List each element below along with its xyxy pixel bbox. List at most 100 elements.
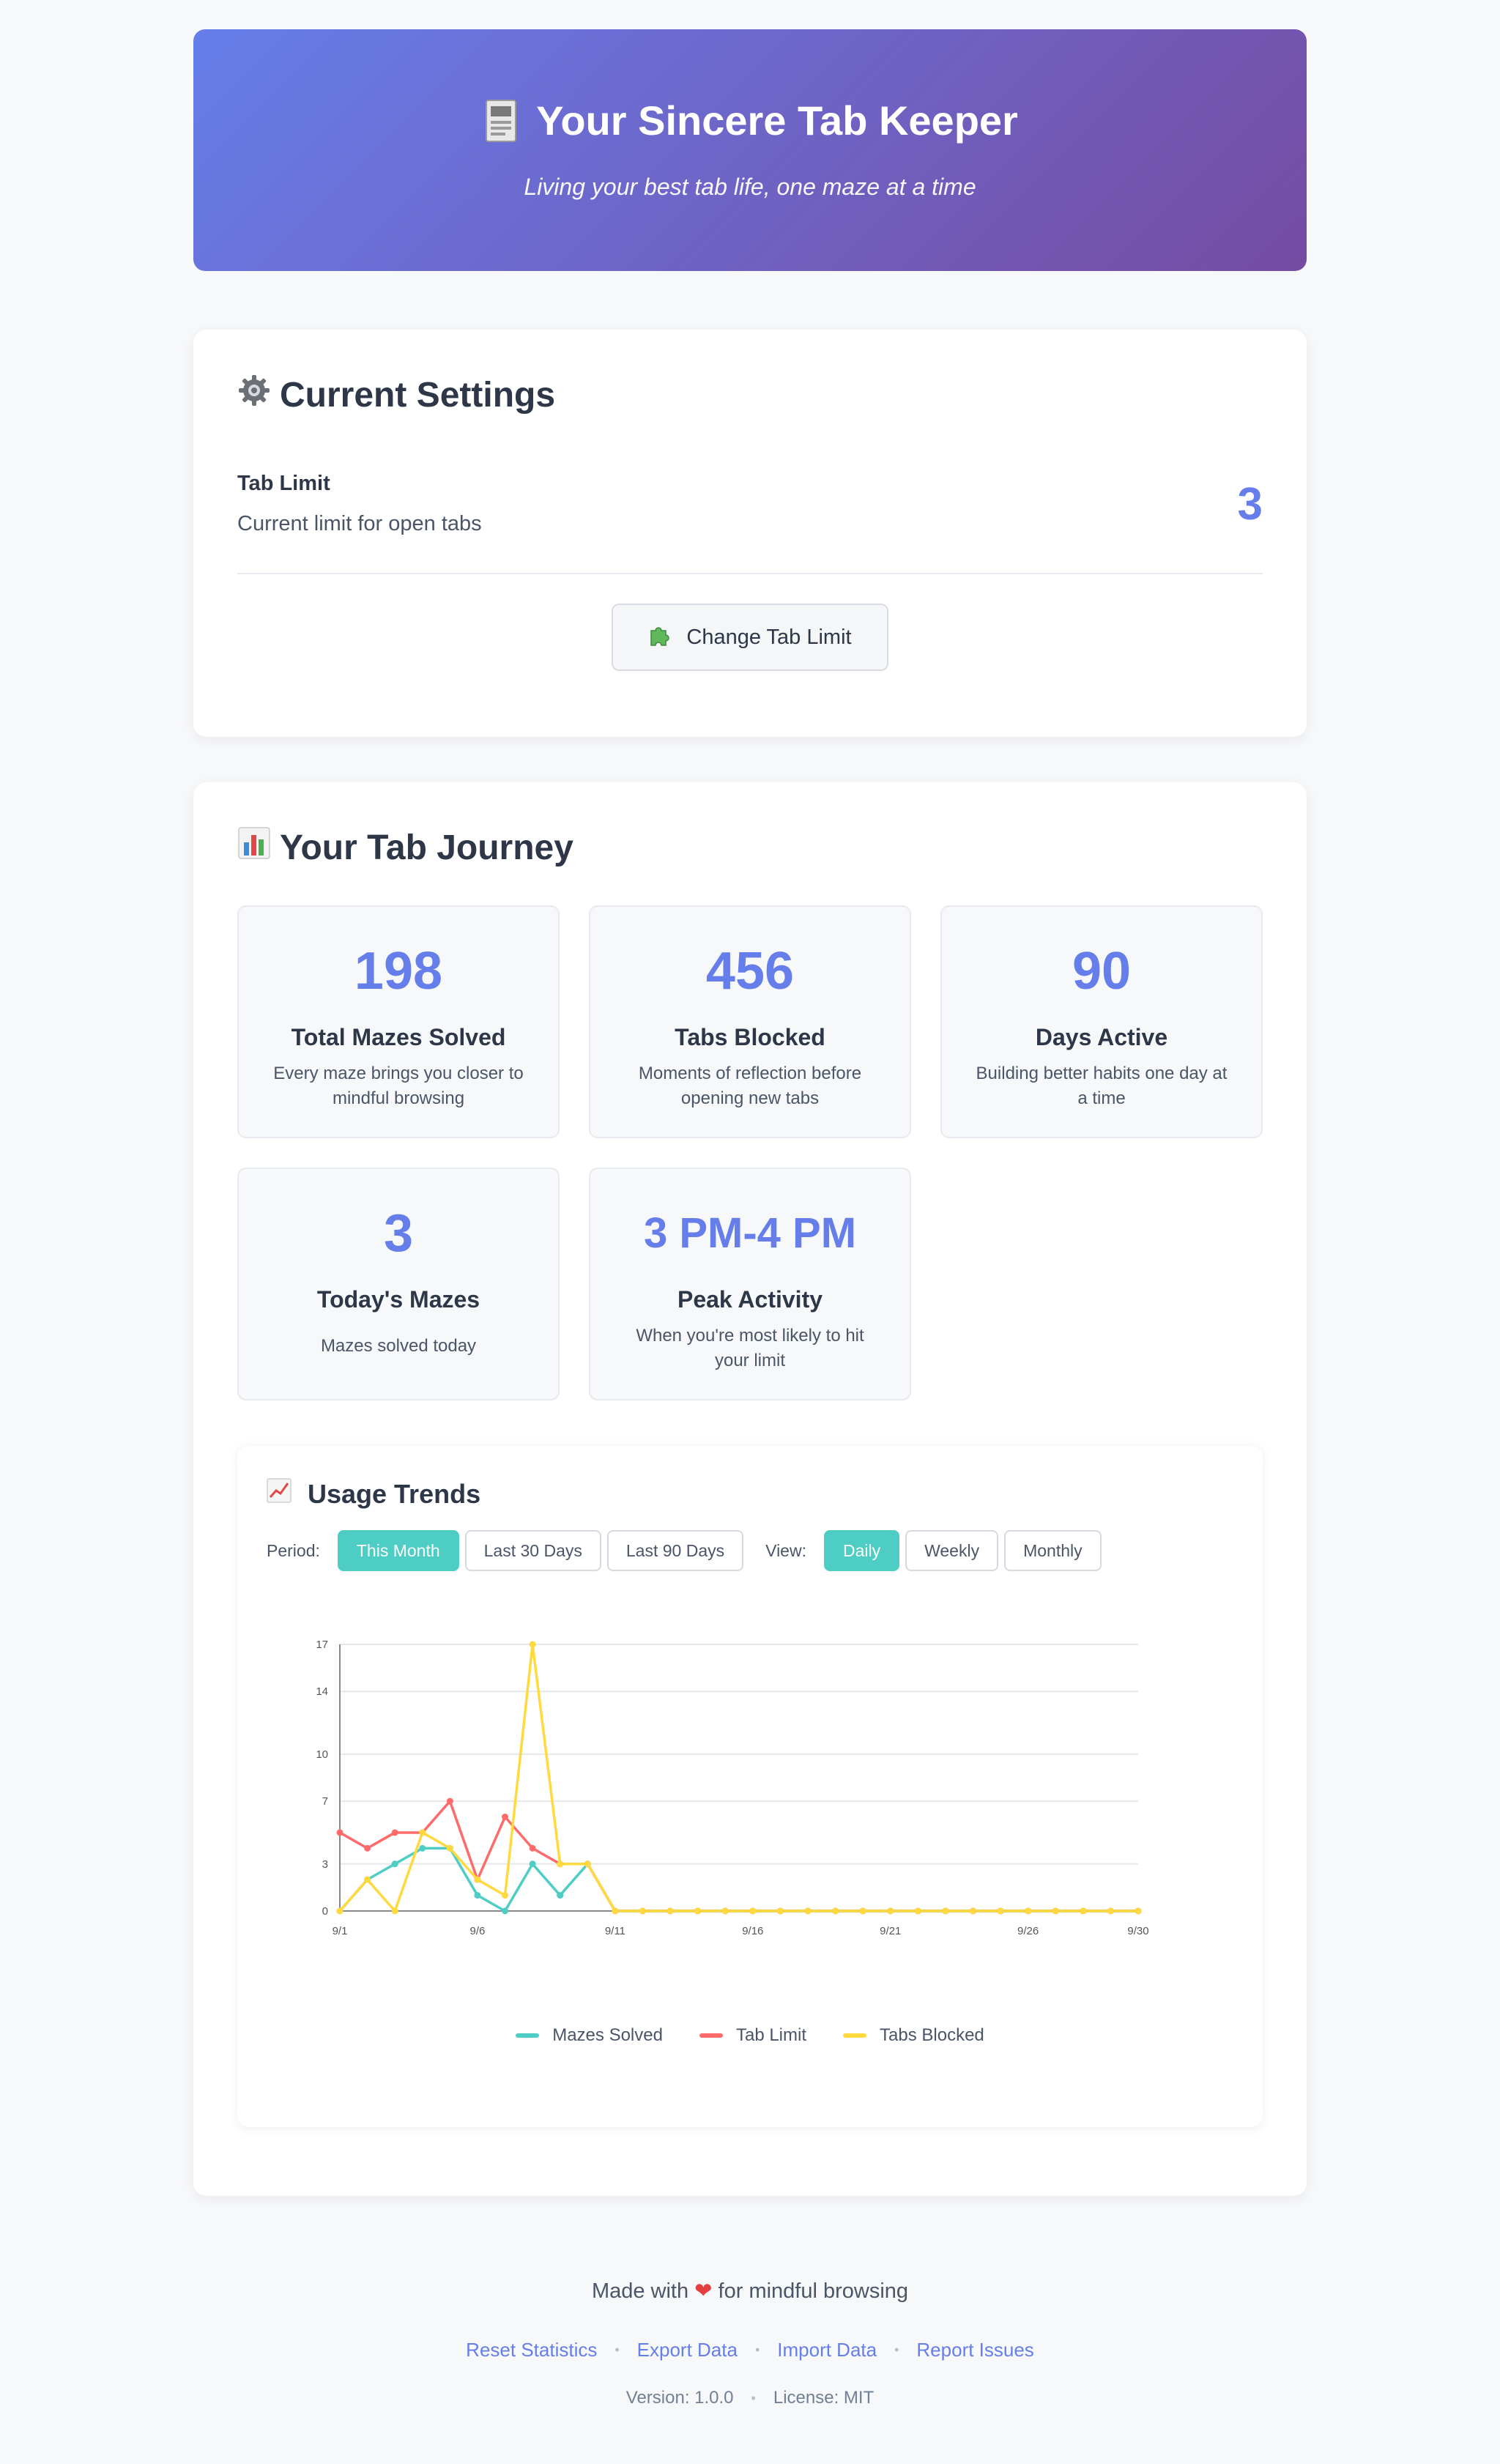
legend-item-tab-limit[interactable]: Tab Limit [699, 2025, 806, 2046]
period-last-30-days-button[interactable]: Last 30 Days [464, 1530, 601, 1571]
data-point [336, 1907, 344, 1915]
data-point [997, 1907, 1004, 1915]
tab-limit-value: 3 [1237, 478, 1263, 530]
separator-dot: • [894, 2342, 899, 2357]
data-point [391, 1829, 398, 1836]
data-point [639, 1907, 646, 1915]
view-label: View: [765, 1540, 806, 1560]
view-weekly-button[interactable]: Weekly [905, 1530, 999, 1571]
puzzle-icon [648, 622, 673, 653]
data-point [612, 1907, 619, 1915]
x-tick-label: 9/11 [605, 1925, 625, 1937]
series-line-tab-limit [339, 1800, 1138, 1912]
stat-description: Every maze brings you closer to mindful … [273, 1064, 524, 1108]
data-point [364, 1844, 371, 1852]
view-monthly-button[interactable]: Monthly [1004, 1530, 1102, 1571]
report-issues-link[interactable]: Report Issues [916, 2339, 1034, 2361]
data-point [1135, 1907, 1142, 1915]
legend-item-mazes-solved[interactable]: Mazes Solved [516, 2025, 663, 2046]
bar-chart-icon [237, 826, 271, 869]
legend-label: Tabs Blocked [880, 2025, 984, 2045]
data-point [391, 1860, 398, 1868]
legend-swatch [699, 2033, 723, 2038]
data-point [474, 1876, 481, 1883]
change-tab-limit-button[interactable]: Change Tab Limit [612, 604, 888, 671]
stat-card-total-mazes: 198 Total Mazes Solved Every maze brings… [237, 905, 560, 1138]
settings-title: Current Settings [280, 375, 556, 415]
version-text: Version: 1.0.0 [625, 2388, 734, 2408]
data-point [529, 1844, 536, 1852]
data-point [694, 1907, 702, 1915]
stat-value: 198 [354, 942, 443, 1001]
data-point [832, 1907, 839, 1915]
legend-swatch [843, 2033, 867, 2038]
legend-label: Tab Limit [735, 2025, 807, 2045]
import-data-link[interactable]: Import Data [777, 2339, 877, 2361]
heart-icon: ❤ [694, 2279, 713, 2303]
data-point [1025, 1907, 1032, 1915]
footer: Made with ❤ for mindful browsing Reset S… [193, 2278, 1307, 2408]
data-point [776, 1907, 784, 1915]
data-point [419, 1844, 426, 1852]
data-point [446, 1797, 453, 1805]
reset-statistics-link[interactable]: Reset Statistics [466, 2339, 598, 2361]
data-point [502, 1907, 509, 1915]
stat-value: 3 PM-4 PM [643, 1209, 857, 1257]
stat-description: Moments of reflection before opening new… [638, 1064, 862, 1108]
tab-limit-label: Tab Limit [237, 472, 330, 495]
data-point [391, 1907, 398, 1915]
y-tick-label: 10 [316, 1748, 328, 1761]
data-point [364, 1876, 371, 1883]
stat-card-days-active: 90 Days Active Building better habits on… [940, 905, 1263, 1138]
stat-value: 90 [1072, 942, 1132, 1001]
data-point [1080, 1907, 1087, 1915]
trends-title-row: Usage Trends [267, 1478, 1233, 1510]
data-point [1107, 1907, 1114, 1915]
document-icon [482, 99, 520, 143]
usage-chart: 0 3 7 10 14 17 9/1 9/6 9/11 9/16 9/21 9/26 9/30 [267, 1615, 1233, 2025]
legend-label: Mazes Solved [552, 2025, 663, 2045]
stat-description: Building better habits one day at a time [976, 1064, 1228, 1108]
y-tick-label: 7 [322, 1795, 328, 1808]
period-this-month-button[interactable]: This Month [337, 1530, 459, 1571]
data-point [557, 1860, 564, 1868]
separator-dot: • [615, 2342, 620, 2357]
journey-card: Your Tab Journey 198 Total Mazes Solved … [193, 782, 1307, 2196]
export-data-link[interactable]: Export Data [636, 2339, 738, 2361]
legend-item-tabs-blocked[interactable]: Tabs Blocked [843, 2025, 984, 2046]
x-tick-label: 9/16 [742, 1925, 763, 1937]
stat-card-todays-mazes: 3 Today's Mazes Mazes solved today [237, 1168, 560, 1400]
app-title: Your Sincere Tab Keeper [536, 97, 1018, 144]
x-tick-label: 9/1 [333, 1925, 348, 1937]
trends-title: Usage Trends [308, 1478, 481, 1509]
series-line-tabs-blocked [338, 1643, 1138, 1912]
y-tick-label: 0 [322, 1905, 328, 1918]
tab-limit-description: Current limit for open tabs [237, 512, 482, 535]
y-tick-label: 3 [322, 1858, 328, 1871]
usage-trends-panel: Usage Trends Period: This Month Last 30 … [237, 1446, 1263, 2127]
gear-icon [237, 374, 271, 416]
stat-label: Total Mazes Solved [291, 1024, 506, 1050]
period-label: Period: [267, 1540, 320, 1560]
stat-card-peak-activity: 3 PM-4 PM Peak Activity When you're most… [589, 1168, 911, 1400]
period-last-90-days-button[interactable]: Last 90 Days [606, 1530, 744, 1571]
view-daily-button[interactable]: Daily [823, 1530, 900, 1571]
usage-chart-svg: 0 3 7 10 14 17 9/1 9/6 9/11 9/16 9/21 9/26 9/30 [316, 1639, 1148, 1937]
stat-value: 3 [383, 1204, 414, 1263]
data-point [749, 1907, 757, 1915]
header-title-row: Your Sincere Tab Keeper [193, 97, 1307, 144]
made-with-suffix: for mindful browsing [718, 2279, 909, 2303]
data-point [887, 1907, 894, 1915]
journey-title-row: Your Tab Journey [237, 826, 1263, 869]
footer-meta: Version: 1.0.0 • License: MIT [193, 2388, 1307, 2408]
data-point [529, 1641, 536, 1648]
data-point [667, 1907, 674, 1915]
data-point [474, 1892, 481, 1899]
data-point [1052, 1907, 1059, 1915]
chart-legend: Mazes Solved Tab Limit Tabs Blocked [267, 2025, 1233, 2046]
stat-card-tabs-blocked: 456 Tabs Blocked Moments of reflection b… [589, 905, 911, 1138]
made-with-line: Made with ❤ for mindful browsing [193, 2278, 1307, 2304]
y-tick-label: 17 [316, 1639, 328, 1651]
stat-label: Today's Mazes [316, 1286, 480, 1313]
legend-swatch [516, 2033, 540, 2038]
